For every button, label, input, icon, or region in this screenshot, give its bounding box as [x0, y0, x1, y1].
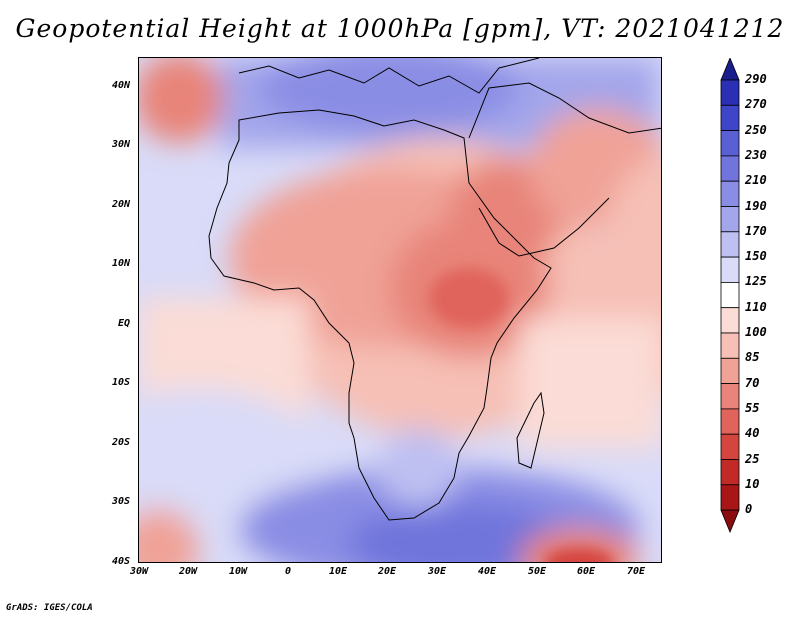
lat-label: EQ	[117, 318, 130, 329]
lon-label: 60E	[576, 566, 596, 577]
height-field-map	[139, 58, 661, 562]
colorbar-swatch	[720, 433, 740, 460]
colorbar-swatch	[720, 206, 740, 233]
lon-label: 0	[284, 566, 292, 577]
colorbar-swatch	[720, 281, 740, 309]
colorbar-level-label: 170	[745, 223, 767, 238]
colorbar-level-label: 40	[745, 426, 760, 441]
lat-label: 30S	[111, 496, 130, 507]
lat-label: 10N	[111, 258, 130, 269]
colorbar-swatches	[720, 58, 740, 534]
colorbar-swatch	[720, 180, 740, 207]
colorbar-level-label: 55	[745, 400, 760, 415]
colorbar-level-label: 70	[745, 375, 760, 390]
coastline-arabia-south	[478, 197, 610, 257]
coastline-africa	[208, 109, 552, 521]
lon-label: 10E	[328, 566, 348, 577]
lon-label: 40E	[477, 566, 497, 577]
lon-label: 30E	[427, 566, 447, 577]
colorbar-swatch	[720, 256, 740, 283]
lon-label: 50E	[527, 566, 547, 577]
lat-label: 40N	[111, 80, 130, 91]
colorbar-level-label: 210	[745, 173, 767, 188]
colorbar-swatch	[720, 459, 740, 486]
colorbar	[720, 58, 740, 534]
lon-label: 10W	[228, 566, 248, 577]
lon-label: 70E	[626, 566, 646, 577]
colorbar-level-label: 85	[745, 350, 760, 365]
coastline-europe	[238, 58, 540, 94]
colorbar-swatch	[720, 408, 740, 435]
colorbar-swatch	[720, 383, 740, 410]
colorbar-level-label: 290	[745, 72, 767, 86]
colorbar-swatch	[720, 104, 740, 131]
colorbar-swatch	[720, 231, 740, 258]
colorbar-level-label: 110	[745, 299, 767, 314]
lon-label: 30W	[129, 566, 149, 577]
colorbar-swatch	[720, 155, 740, 182]
colorbar-swatch	[720, 130, 740, 157]
colorbar-swatch	[720, 307, 740, 334]
colorbar-top-triangle	[720, 58, 740, 81]
colorbar-level-label: 10	[745, 476, 760, 491]
lat-label: 30N	[111, 139, 130, 150]
lat-label: 20S	[111, 437, 130, 448]
map-title: Geopotential Height at 1000hPa [gpm], VT…	[15, 14, 785, 43]
colorbar-swatch	[720, 332, 740, 359]
colorbar-level-label: 150	[745, 249, 767, 264]
colorbar-level-label: 125	[745, 274, 767, 289]
colorbar-level-label: 25	[745, 451, 760, 466]
lat-label: 10S	[111, 377, 130, 388]
colorbar-swatch	[720, 484, 740, 511]
colorbar-level-label: 250	[745, 122, 767, 137]
colorbar-swatch	[720, 79, 740, 106]
lat-label: 20N	[111, 199, 130, 210]
colorbar-level-label: 230	[745, 147, 767, 162]
colorbar-swatch	[720, 357, 740, 384]
coastline-arabia	[468, 82, 661, 139]
coastline-madagascar	[516, 391, 545, 469]
colorbar-level-label: 190	[745, 198, 767, 213]
map-panel	[138, 57, 662, 563]
lon-label: 20E	[377, 566, 397, 577]
credit-text: GrADS: IGES/COLA	[6, 603, 93, 613]
lon-label: 20W	[178, 566, 198, 577]
colorbar-level-label: 270	[745, 97, 767, 112]
colorbar-level-label: 0	[745, 502, 753, 517]
lat-label: 40S	[111, 556, 130, 567]
colorbar-bottom-triangle	[720, 509, 740, 534]
colorbar-level-label: 100	[745, 325, 767, 339]
